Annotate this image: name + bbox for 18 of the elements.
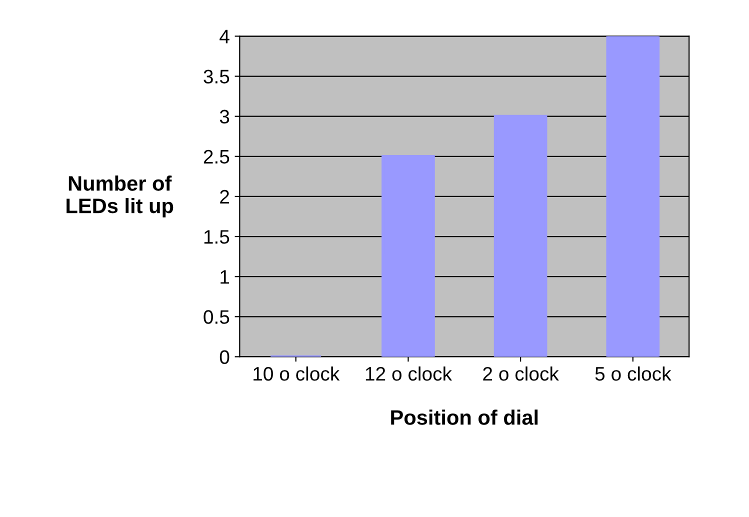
y-tick-label: 2.5 <box>204 150 230 164</box>
x-tick-label: 2 o clock <box>483 366 559 381</box>
bar <box>606 36 660 357</box>
y-tick-label: 3.5 <box>204 70 230 84</box>
y-axis-title: Number of LEDs lit up <box>66 176 174 218</box>
y-tick-label: 0 <box>220 350 230 364</box>
x-tick-label: 12 o clock <box>366 366 452 381</box>
y-tick-label: 0.5 <box>204 310 230 324</box>
x-axis-title: Position of dial <box>391 410 538 425</box>
y-tick-label: 3 <box>220 110 230 124</box>
bar <box>494 114 548 357</box>
bar <box>382 155 435 357</box>
x-tick-label: 10 o clock <box>254 366 340 381</box>
y-tick-label: 2 <box>220 190 229 204</box>
y-tick-label: 1 <box>220 270 230 284</box>
y-tick-label: 1.5 <box>204 230 230 244</box>
y-tick-label: 4 <box>220 30 230 44</box>
x-tick-label: 5 o clock <box>595 366 672 381</box>
